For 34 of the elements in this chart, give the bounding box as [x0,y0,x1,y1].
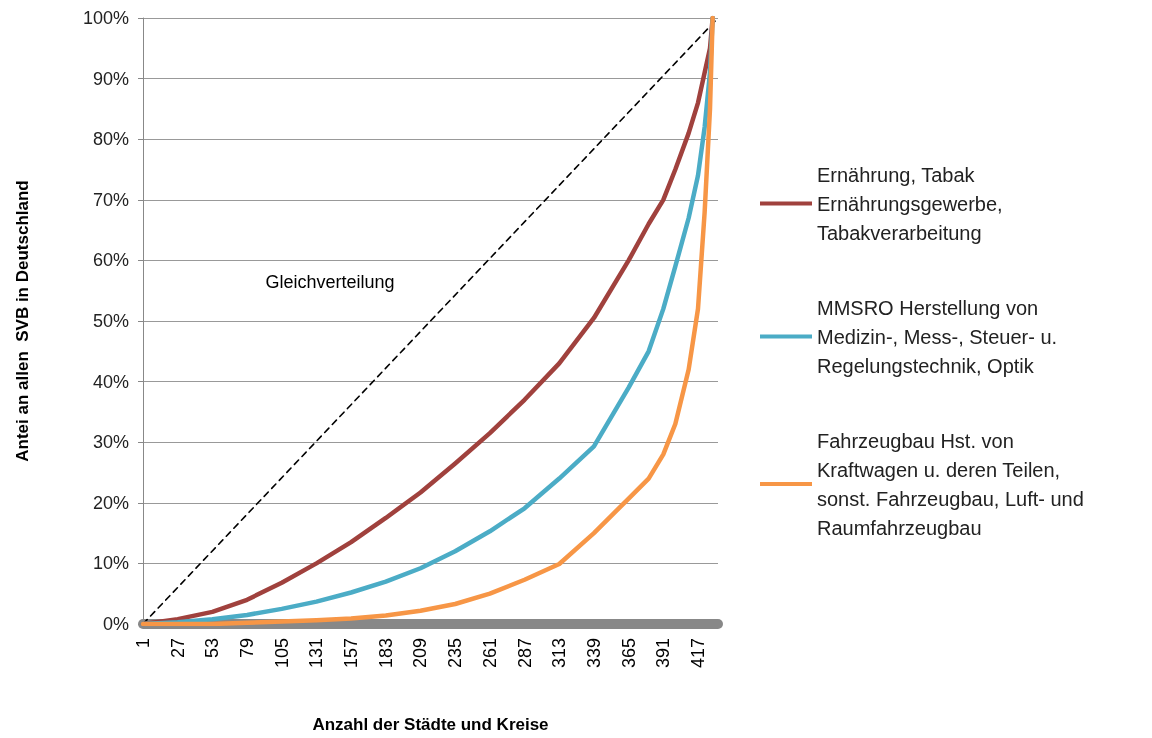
x-tick-label: 105 [271,638,292,669]
y-tick-label: 10% [92,553,129,574]
x-tick-label: 1 [133,638,153,649]
x-tick-label: 365 [618,638,639,669]
y-tick-label: 50% [92,311,129,331]
y-tick-label: 40% [92,371,129,392]
x-tick-label: 131 [306,638,327,669]
x-tick-label: 209 [410,638,431,669]
legend-label: Ernährung, Tabak Ernährungsgewerbe, Tabakverarbeitung [817,163,1009,244]
x-tick-label: 261 [479,638,500,669]
y-tick-label: 30% [92,432,129,453]
x-tick-label: 313 [549,638,570,669]
y-tick-label: 60% [92,250,129,271]
text: Gleichverteilung [265,272,395,292]
x-tick-label: 157 [341,638,362,669]
y-tick-label: 80% [92,129,129,150]
y-axis-title: Antei an allen SVB in Deutschland [13,180,32,462]
legend-label: Fahrzeugbau Hst. von Kraftwagen u. deren Teilen, sonst. Fahrzeugbau, Luft- und Raumfahrzeugbau [817,429,1090,539]
y-tick-label: 70% [92,189,129,210]
x-tick-label: 79 [237,638,258,659]
x-tick-label: 183 [375,638,396,669]
x-tick-label: 27 [167,638,188,659]
x-tick-label: 53 [202,638,223,659]
y-tick-label: 0% [102,614,129,634]
y-tick-label: 20% [92,492,129,513]
x-tick-label: 417 [687,638,708,669]
x-tick-label: 391 [653,638,674,669]
legend-label: MMSRO Herstellung von Medizin-, Mess-, Steuer- u. Regelungstechnik, Optik [817,296,1063,377]
x-tick-label: 287 [514,638,535,669]
y-tick-label: 100% [82,8,129,28]
x-axis-title: Anzahl der Städte und Kreise [312,715,549,734]
y-tick-label: 90% [92,68,129,89]
x-tick-label: 235 [445,638,466,669]
x-tick-label: 339 [583,638,604,669]
